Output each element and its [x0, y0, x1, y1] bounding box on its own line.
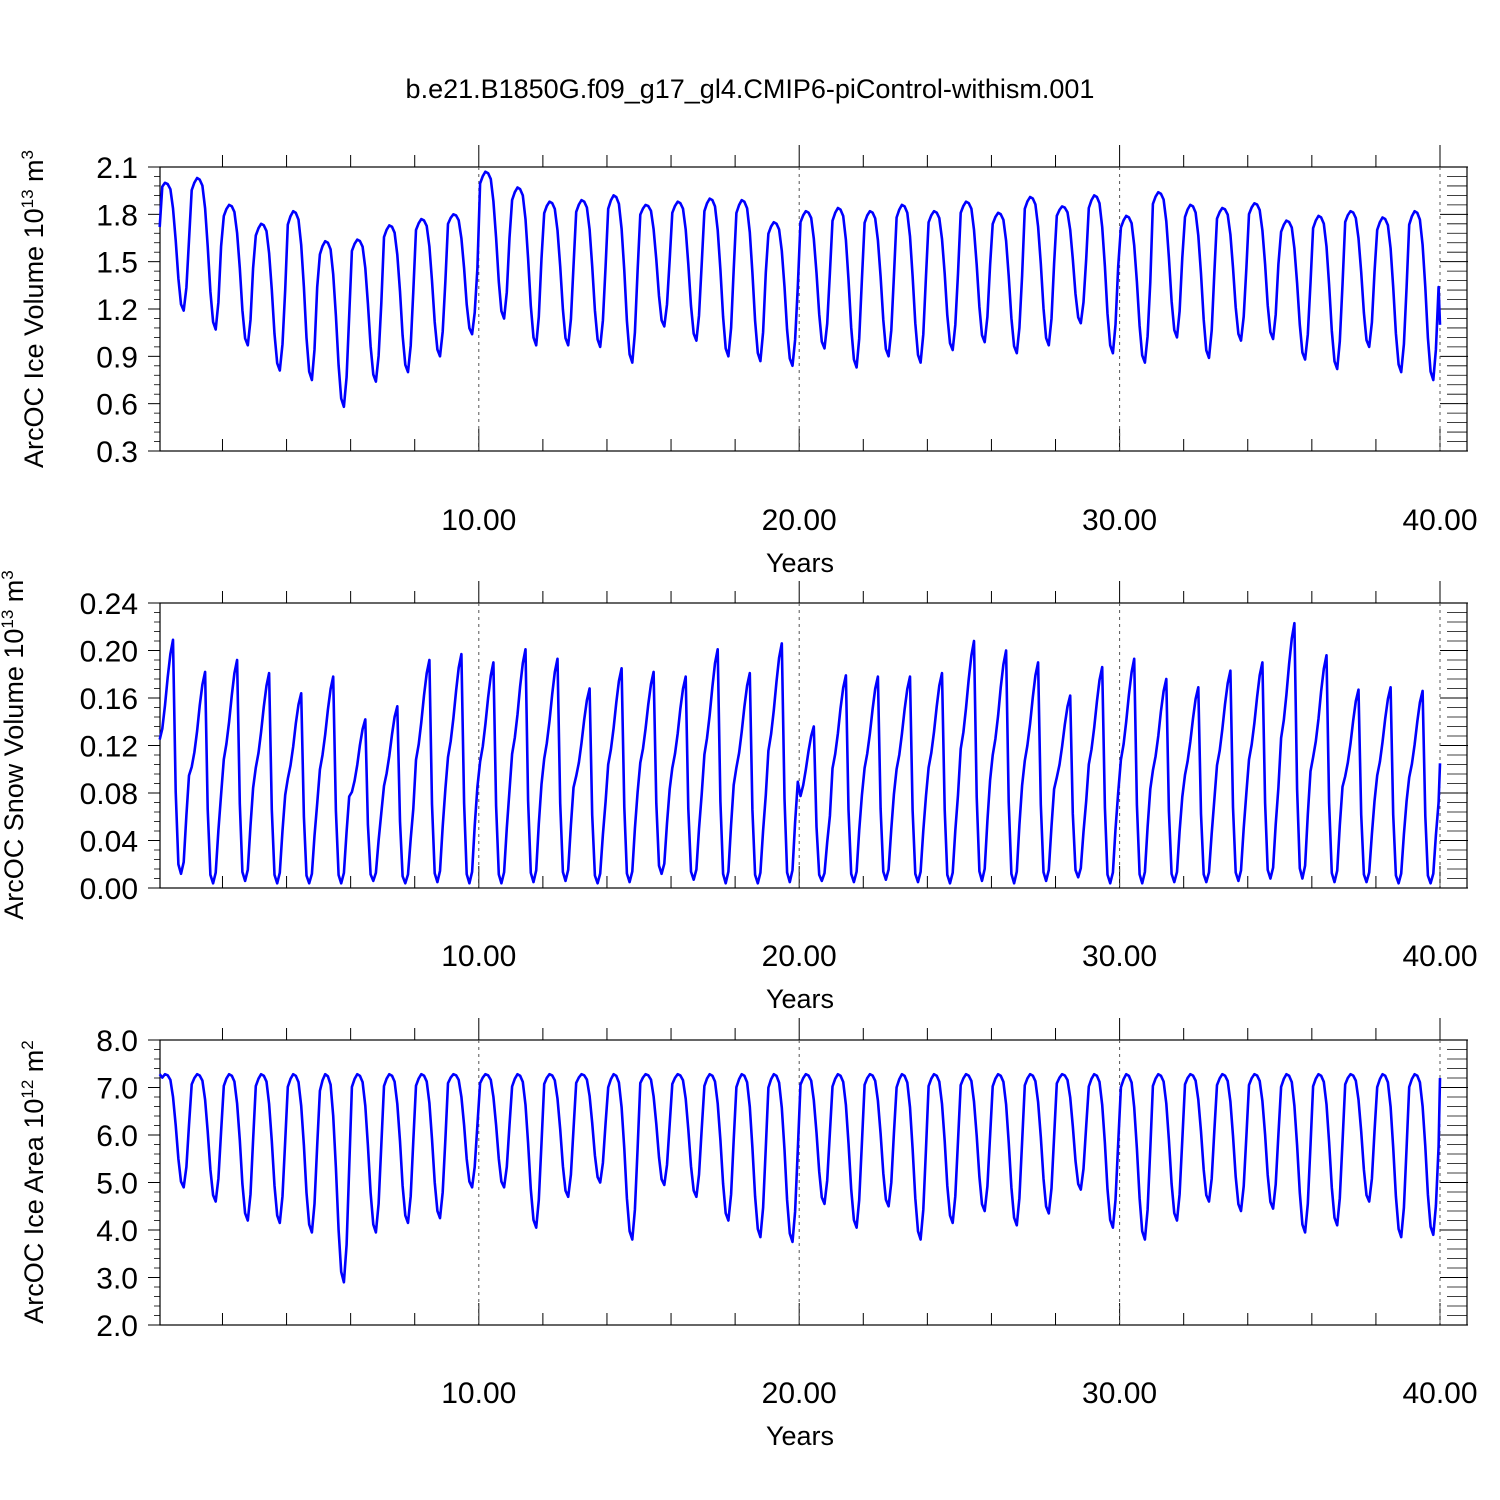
- series-line: [158, 1072, 1442, 1284]
- series-line: [158, 621, 1442, 885]
- ytick-label: 0.3: [96, 436, 138, 469]
- panel-3: 2.0 3.0 4.0 5.0 6.0 7.0 8.0 10.00 20.00 30.00 40.0…: [18, 1018, 1478, 1451]
- ytick-label: 0.9: [96, 341, 138, 374]
- ytick-label: 1.2: [96, 294, 138, 327]
- ytick-label: 0.00: [80, 873, 138, 906]
- xtick-label: 20.00: [762, 1377, 837, 1410]
- ytick-label: 0.16: [80, 683, 138, 716]
- plot-frame: [159, 166, 1468, 452]
- xtick-label: 30.00: [1082, 1377, 1157, 1410]
- plot-frame: [159, 1039, 1468, 1326]
- ytick-label: 0.04: [80, 826, 138, 859]
- ytick-label: 1.5: [96, 247, 138, 280]
- xtick-label: 10.00: [441, 1377, 516, 1410]
- ytick-label: 7.0: [96, 1073, 138, 1106]
- y-axis-label: ArcOC Ice Area 1012 m2: [18, 1040, 49, 1324]
- ytick-label: 0.24: [80, 588, 138, 621]
- ytick-label: 2.0: [96, 1310, 138, 1343]
- xtick-label: 30.00: [1082, 940, 1157, 973]
- xtick-label: 30.00: [1082, 504, 1157, 537]
- y-axis-label: ArcOC Ice Volume 1013 m3: [18, 150, 49, 468]
- ytick-label: 4.0: [96, 1215, 138, 1248]
- ytick-label: 6.0: [96, 1120, 138, 1153]
- panel-1: 0.3 0.6 0.9 1.2 1.5 1.8 2.1 10.00 20.00 30.00 40.0…: [18, 145, 1478, 578]
- ytick-label: 1.8: [96, 199, 138, 232]
- ytick-label: 8.0: [96, 1025, 138, 1058]
- xtick-label: 20.00: [762, 940, 837, 973]
- ytick-label: 0.08: [80, 778, 138, 811]
- x-axis-label: Years: [766, 548, 834, 578]
- ytick-label: 5.0: [96, 1168, 138, 1201]
- xtick-label: 20.00: [762, 504, 837, 537]
- xtick-label: 40.00: [1402, 504, 1477, 537]
- ytick-label: 2.1: [96, 152, 138, 185]
- ytick-label: 0.20: [80, 636, 138, 669]
- y-axis-label: ArcOC Snow Volume 1013 m3: [0, 570, 29, 920]
- x-axis-label: Years: [766, 1421, 834, 1451]
- x-axis-label: Years: [766, 984, 834, 1014]
- panel-2: 0.00 0.04 0.08 0.12 0.16 0.20 0.24 10.00 20.00 30…: [0, 570, 1478, 1014]
- ytick-label: 0.6: [96, 389, 138, 422]
- xtick-label: 40.00: [1402, 940, 1477, 973]
- ytick-label: 0.12: [80, 731, 138, 764]
- series-line: [158, 170, 1442, 409]
- xtick-label: 40.00: [1402, 1377, 1477, 1410]
- xtick-label: 10.00: [441, 940, 516, 973]
- figure-title: b.e21.B1850G.f09_g17_gl4.CMIP6-piControl…: [406, 74, 1095, 104]
- xtick-label: 10.00: [441, 504, 516, 537]
- ytick-label: 3.0: [96, 1263, 138, 1296]
